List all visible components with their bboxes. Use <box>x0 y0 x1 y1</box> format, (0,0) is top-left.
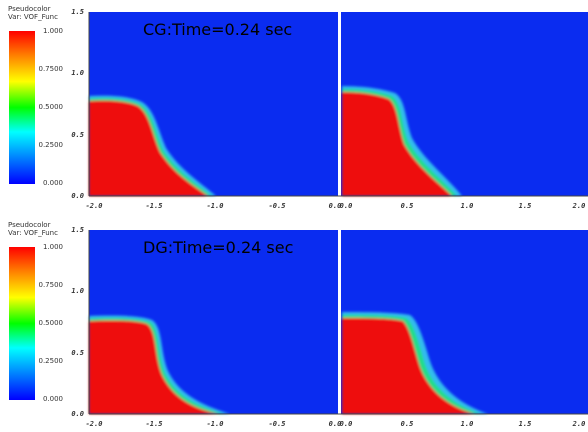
time-label: DG:Time=0.24 sec <box>143 238 294 257</box>
x-tick: 2.0 <box>572 202 586 210</box>
x-tick: 0.0 <box>339 202 353 210</box>
x-tick: -1.5 <box>145 420 163 428</box>
legend-colorbar <box>9 31 35 184</box>
x-tick: 1.5 <box>518 420 532 428</box>
legend-colorbar <box>9 247 35 400</box>
legend-title: Pseudocolor <box>8 5 51 13</box>
x-tick: 2.0 <box>572 420 586 428</box>
y-tick: 1.5 <box>71 226 84 234</box>
water-column-left <box>89 95 216 196</box>
x-tick: -1.0 <box>206 202 224 210</box>
y-tick: 0.0 <box>71 192 84 200</box>
x-tick: 1.0 <box>460 202 474 210</box>
legend-tick-max: 1.000 <box>42 243 63 251</box>
x-tick: 0.0 <box>339 420 353 428</box>
x-tick: -2.0 <box>85 202 103 210</box>
x-tick: 0.0 <box>328 420 342 428</box>
legend-tick-min: 0.000 <box>42 395 63 403</box>
x-tick: 1.5 <box>518 202 532 210</box>
legend-tick-min: 0.000 <box>42 179 63 187</box>
cg-plot <box>88 12 588 197</box>
panel-divider <box>338 230 341 414</box>
x-tick: 1.0 <box>460 420 474 428</box>
legend-tick-050: 0.5000 <box>38 103 64 111</box>
x-tick: -1.5 <box>145 202 163 210</box>
y-tick: 0.0 <box>71 410 84 418</box>
dg-panel: Pseudocolor Var: VOF_Func 1.000 0.7500 0… <box>0 216 588 432</box>
legend-tick-025: 0.2500 <box>38 357 64 365</box>
x-tick: -0.5 <box>268 420 286 428</box>
x-tick: 0.5 <box>400 420 414 428</box>
dg-plot <box>88 230 588 415</box>
x-tick: 0.0 <box>328 202 342 210</box>
panel-divider <box>338 12 341 196</box>
y-tick: 1.5 <box>71 8 84 16</box>
y-tick: 0.5 <box>71 131 84 139</box>
water-column-right <box>342 86 462 196</box>
legend-title: Pseudocolor <box>8 221 51 229</box>
cg-panel: Pseudocolor Var: VOF_Func 1.000 0.7500 0… <box>8 5 588 210</box>
x-tick: -2.0 <box>85 420 103 428</box>
y-tick: 0.5 <box>71 349 84 357</box>
y-tick: 1.0 <box>71 287 84 295</box>
x-tick: -1.0 <box>206 420 224 428</box>
legend-tick-075: 0.7500 <box>38 281 64 289</box>
x-tick: -0.5 <box>268 202 286 210</box>
legend-variable: Var: VOF_Func <box>8 13 58 21</box>
water-column-right <box>342 312 488 414</box>
water-column-left <box>89 315 230 414</box>
legend-tick-075: 0.7500 <box>38 65 64 73</box>
time-label: CG:Time=0.24 sec <box>143 20 293 39</box>
legend-tick-max: 1.000 <box>42 27 63 35</box>
legend-tick-025: 0.2500 <box>38 141 64 149</box>
x-tick: 0.5 <box>400 202 414 210</box>
legend-tick-050: 0.5000 <box>38 319 64 327</box>
y-tick: 1.0 <box>71 69 84 77</box>
legend-variable: Var: VOF_Func <box>8 229 58 237</box>
